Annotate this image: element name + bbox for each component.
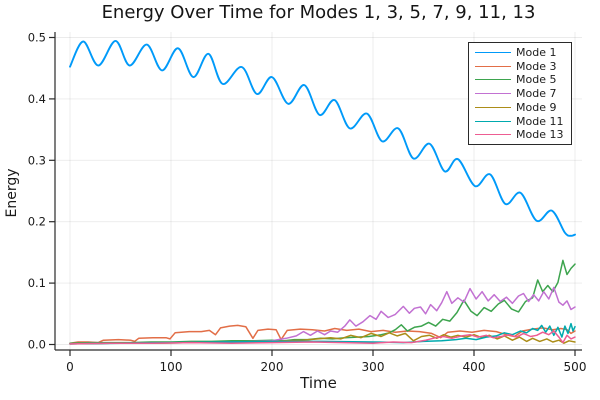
legend-entry-mode-11: Mode 11 [475, 115, 567, 128]
x-tick-label: 0 [66, 360, 74, 374]
y-tick-label: 0.3 [28, 153, 46, 167]
legend-label: Mode 3 [516, 59, 557, 73]
legend-line-sample [475, 120, 511, 122]
legend-label: Mode 7 [516, 87, 557, 100]
legend-entry-mode-5: Mode 5 [475, 73, 567, 86]
legend-line-sample [475, 134, 511, 136]
series-line-mode-1 [69, 39, 576, 237]
x-axis-label: Time [300, 374, 337, 392]
x-tick-label: 100 [160, 360, 183, 374]
series-line-mode-7 [69, 286, 576, 345]
legend-label: Mode 5 [516, 73, 557, 87]
legend-label: Mode 13 [516, 128, 564, 142]
series-line-mode-11 [69, 322, 576, 345]
legend-entry-mode-9: Mode 9 [475, 101, 567, 114]
y-tick-label: 0.2 [28, 215, 46, 229]
legend-box: Mode 1 Mode 3 Mode 5 Mode 7 Mode 9 Mode … [468, 42, 572, 145]
series-line-mode-5 [69, 259, 576, 344]
legend-entry-mode-13: Mode 13 [475, 128, 567, 141]
legend-line-sample [475, 106, 511, 108]
x-tick-label: 200 [261, 360, 284, 374]
x-tick-label: 400 [463, 360, 486, 374]
legend-line-sample [475, 93, 511, 94]
x-tick-label: 300 [362, 360, 385, 374]
legend-entry-mode-7: Mode 7 [475, 87, 567, 100]
y-axis-label: Energy [4, 168, 20, 218]
legend-line-sample [475, 79, 511, 81]
legend-label: Mode 9 [516, 100, 557, 114]
chart-title: Energy Over Time for Modes 1, 3, 5, 7, 9… [101, 2, 536, 23]
x-tick-label: 500 [564, 360, 587, 374]
y-tick-label: 0.5 [28, 31, 46, 45]
legend-entry-mode-3: Mode 3 [475, 60, 567, 73]
series-line-mode-13 [69, 330, 576, 345]
legend-label: Mode 11 [516, 114, 564, 128]
y-tick-label: 0.4 [28, 92, 46, 106]
legend-label: Mode 1 [516, 45, 557, 59]
legend-line-sample [475, 65, 511, 67]
legend-entry-mode-1: Mode 1 [475, 46, 567, 59]
y-tick-label: 0.1 [28, 276, 46, 290]
y-tick-label: 0.0 [28, 338, 46, 352]
legend-line-sample [475, 51, 511, 53]
